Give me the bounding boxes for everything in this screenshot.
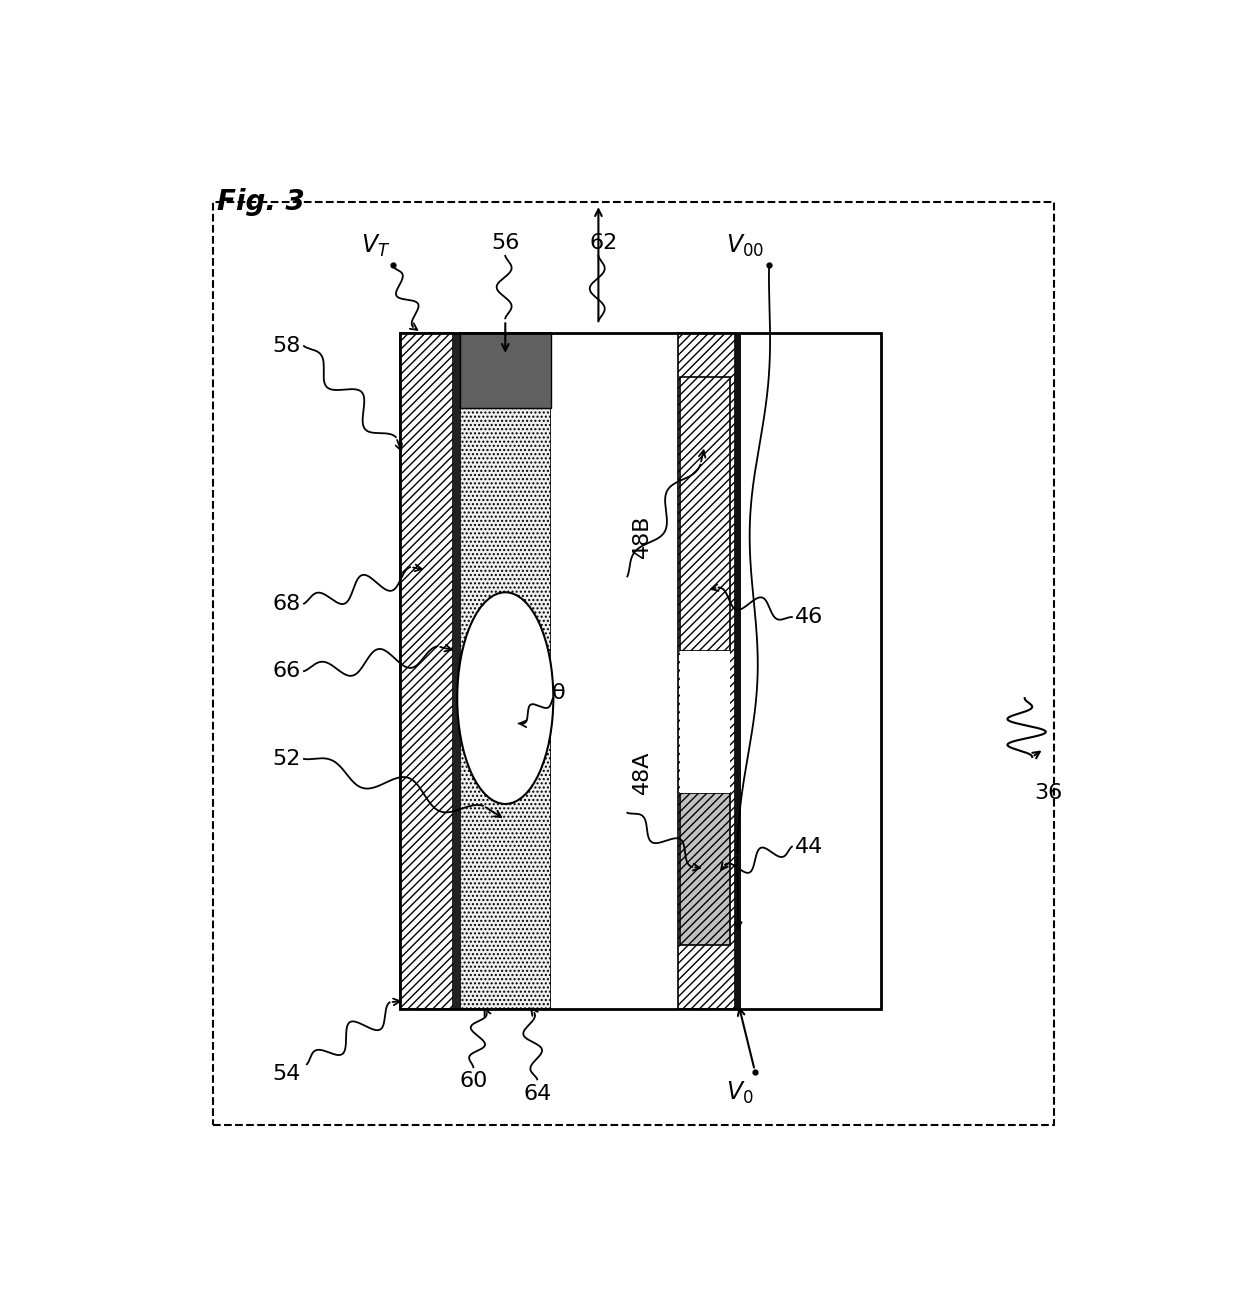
Text: 48B: 48B <box>632 514 652 558</box>
Text: 54: 54 <box>273 1064 301 1084</box>
Bar <box>401 334 880 1009</box>
Bar <box>735 334 742 1009</box>
Bar <box>680 651 729 793</box>
Text: 44: 44 <box>795 836 823 856</box>
Text: θ: θ <box>552 683 565 703</box>
Text: $V_0$: $V_0$ <box>727 1080 754 1106</box>
Text: 64: 64 <box>523 1084 552 1105</box>
Text: 56: 56 <box>491 233 520 253</box>
Text: 48A: 48A <box>632 750 652 795</box>
Bar <box>680 793 729 945</box>
Text: 60: 60 <box>459 1071 487 1092</box>
Bar <box>401 334 453 1009</box>
Text: 46: 46 <box>795 607 823 627</box>
Bar <box>460 334 551 407</box>
Text: 58: 58 <box>273 336 301 356</box>
Text: 52: 52 <box>273 749 301 768</box>
Bar <box>678 334 735 1009</box>
Bar <box>742 334 880 1009</box>
Text: $V_T$: $V_T$ <box>361 233 391 259</box>
Text: 62: 62 <box>589 233 618 253</box>
Text: $V_{00}$: $V_{00}$ <box>725 233 764 259</box>
Text: 66: 66 <box>273 661 301 681</box>
Bar <box>551 334 676 1009</box>
Text: Fig. 3: Fig. 3 <box>217 188 305 216</box>
Bar <box>213 203 1054 1124</box>
Bar <box>680 377 729 651</box>
Ellipse shape <box>458 592 553 804</box>
Bar <box>460 334 551 1009</box>
Text: 68: 68 <box>273 593 301 614</box>
Bar <box>453 334 460 1009</box>
Bar <box>401 334 880 1009</box>
Text: 36: 36 <box>1034 783 1063 802</box>
